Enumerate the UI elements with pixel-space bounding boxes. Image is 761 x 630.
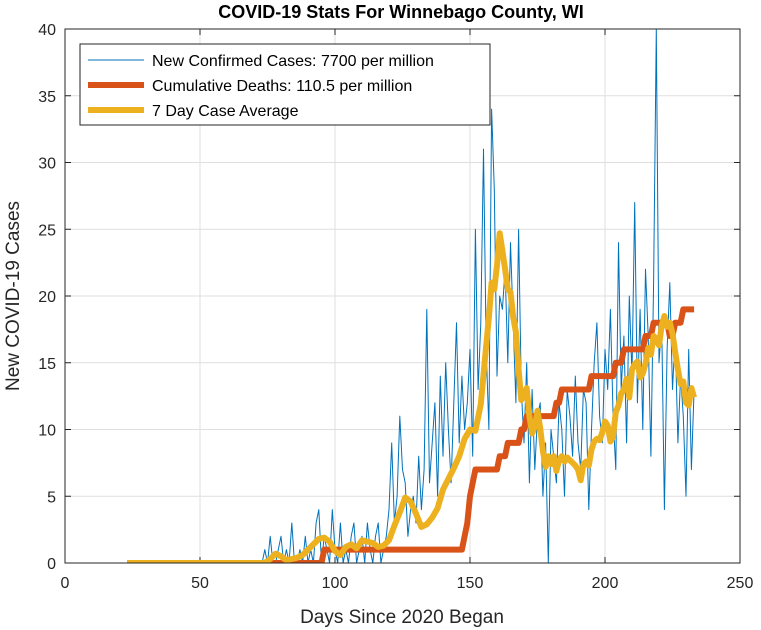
y-tick-label: 15 [38, 356, 56, 373]
y-tick-label: 30 [38, 156, 56, 173]
y-tick-label: 10 [38, 423, 56, 440]
y-axis-label: New COVID-19 Cases [3, 201, 24, 391]
x-tick-label: 100 [322, 575, 349, 592]
legend-label: Cumulative Deaths: 110.5 per million [152, 78, 412, 95]
x-tick-label: 200 [592, 575, 619, 592]
legend-entry-new-cases: New Confirmed Cases: 7700 per million [88, 53, 434, 70]
chart-title: COVID-19 Stats For Winnebago County, WI [218, 2, 584, 22]
plot-frame [64, 28, 741, 564]
legend-label: New Confirmed Cases: 7700 per million [152, 53, 434, 70]
legend-label: 7 Day Case Average [152, 103, 299, 120]
legend-entry-cumulative-deaths: Cumulative Deaths: 110.5 per million [88, 78, 412, 95]
cumulative-deaths-line [127, 306, 695, 563]
series-layer [127, 29, 697, 563]
y-tick-label: 25 [38, 222, 56, 239]
case-average-line [127, 230, 697, 563]
x-tick-label: 0 [61, 575, 70, 592]
y-tick-label: 20 [38, 289, 56, 306]
legend-box [79, 43, 491, 126]
y-tick-label: 40 [38, 22, 56, 39]
y-tick-label: 0 [47, 556, 56, 573]
legend-entry-case-average: 7 Day Case Average [88, 103, 299, 120]
x-tick-label: 250 [727, 575, 754, 592]
x-axis-label: Days Since 2020 Began [300, 607, 504, 628]
x-tick-label: 50 [191, 575, 209, 592]
y-tick-label: 5 [47, 489, 56, 506]
x-tick-label: 150 [457, 575, 484, 592]
legend: New Confirmed Cases: 7700 per million Cum… [79, 43, 491, 126]
y-tick-label: 35 [38, 89, 56, 106]
